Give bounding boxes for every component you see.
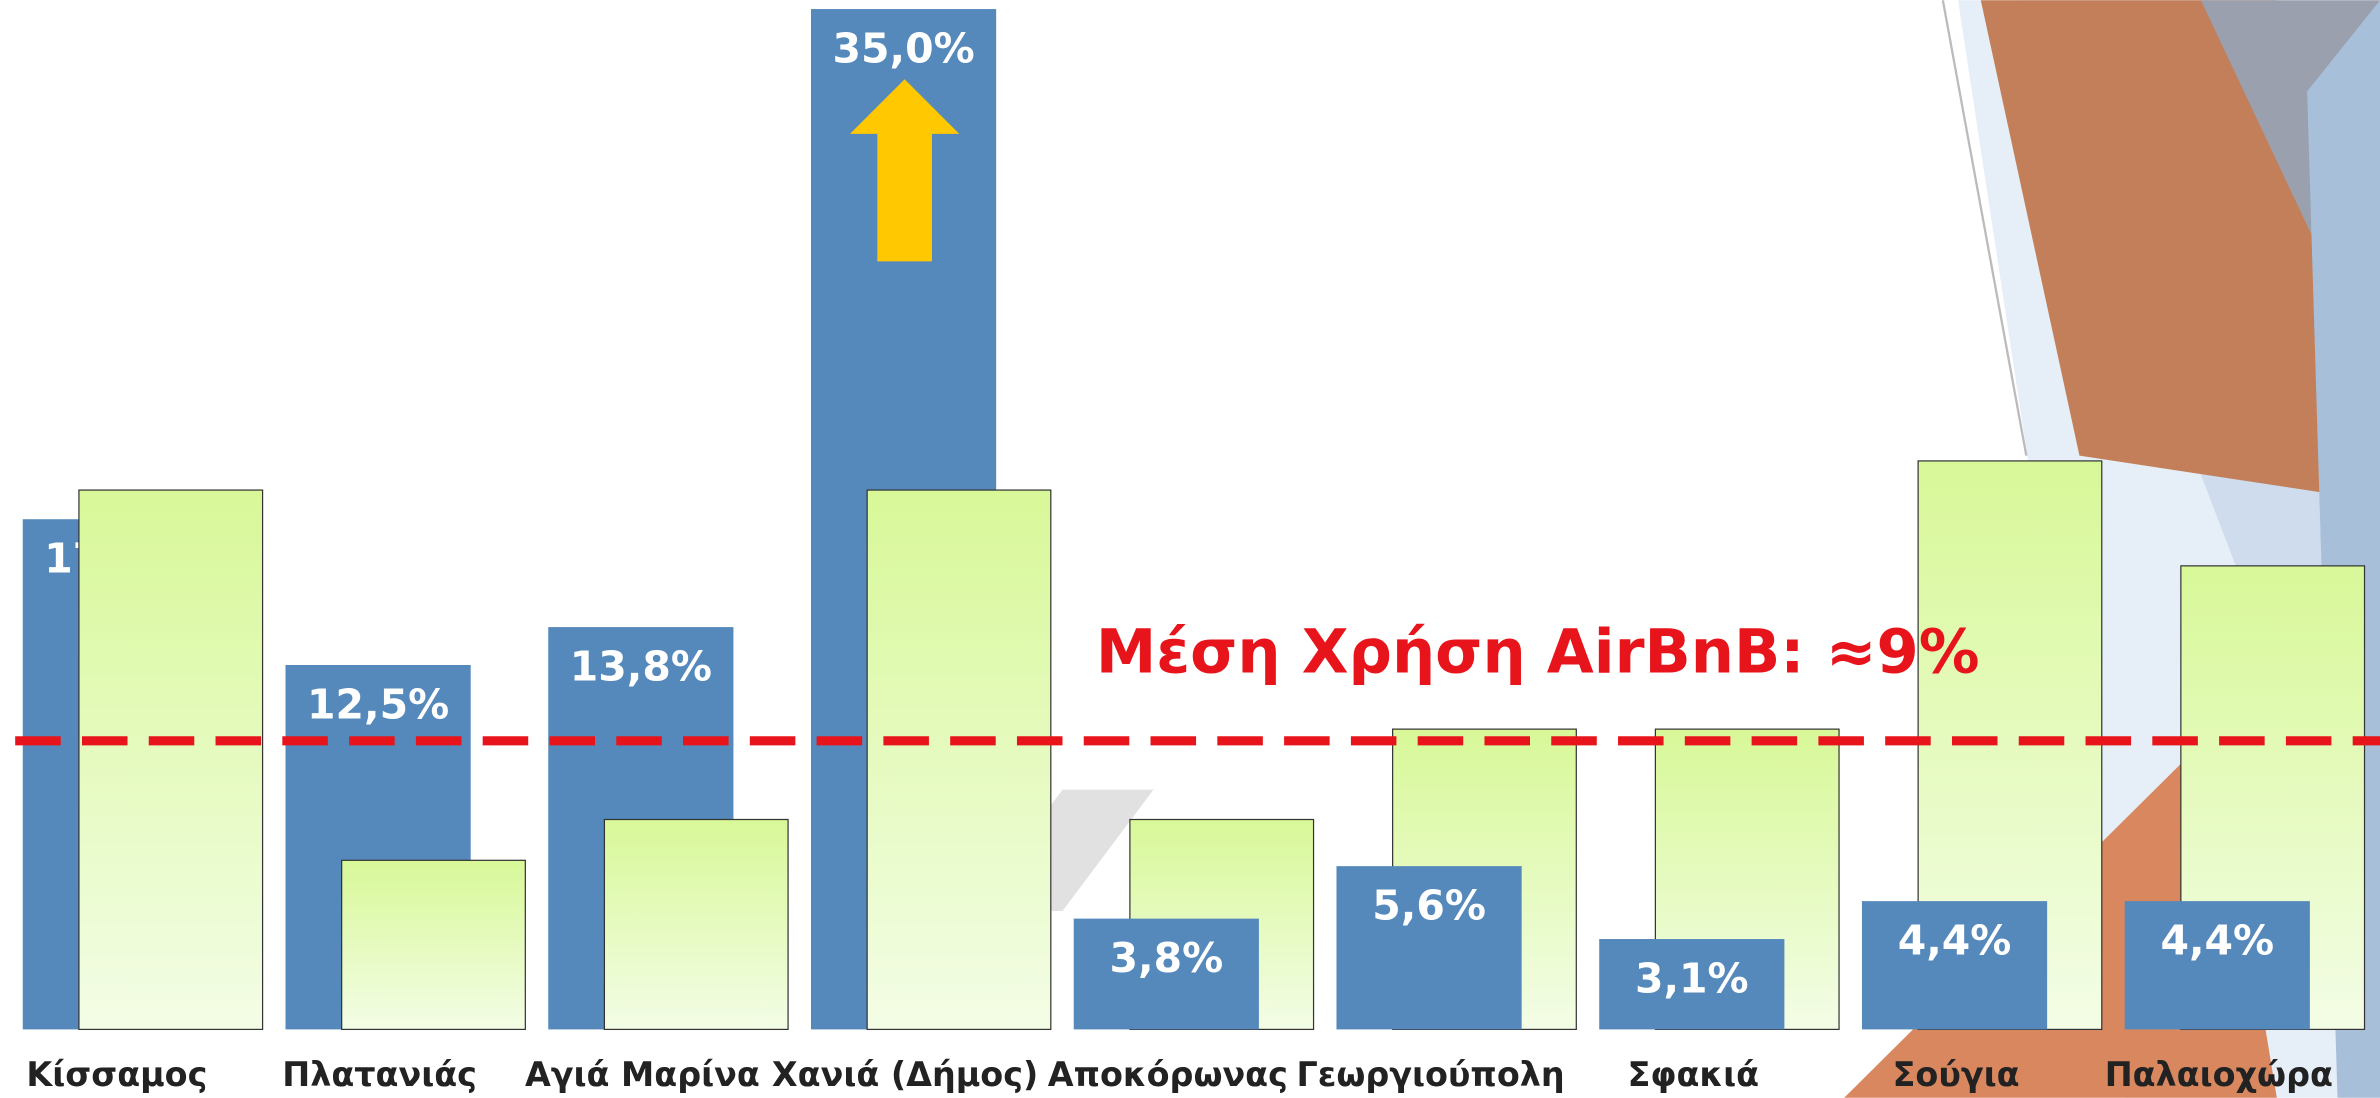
- value-label: 35,0%: [833, 25, 975, 73]
- value-label: 13,8%: [570, 643, 712, 691]
- bar: [867, 490, 1051, 1029]
- value-label: 3,1%: [1635, 955, 1749, 1003]
- bar: [342, 860, 526, 1029]
- x-tick-label: Πλατανιάς: [282, 1055, 477, 1094]
- bar: [604, 819, 788, 1029]
- value-label: 3,8%: [1110, 934, 1224, 982]
- value-label: 12,5%: [307, 680, 449, 728]
- x-tick-label: Παλαιοχώρα: [2105, 1055, 2333, 1094]
- value-label: 5,6%: [1372, 882, 1486, 930]
- x-tick-label: Αποκόρωνας: [1048, 1055, 1288, 1094]
- x-tick-label: Αγιά Μαρίνα: [525, 1055, 760, 1094]
- x-tick-label: Χανιά (Δήμος): [772, 1055, 1038, 1094]
- x-tick-label: Κίσσαμος: [26, 1055, 207, 1094]
- value-label: 4,4%: [1898, 917, 2012, 965]
- page: {"chart_data": {"type": "bar", "categori…: [0, 0, 2380, 1098]
- annotation: Μέση Χρήση AirBnB: ≈9%: [1096, 618, 1980, 688]
- x-tick-label: Σφακιά: [1628, 1055, 1759, 1094]
- x-tick-label: Σούγια: [1893, 1055, 2020, 1094]
- chart: 17,5%Κίσσαμος12,5%Πλατανιάς13,8%Αγιά Μαρ…: [0, 0, 2380, 1098]
- value-label: 4,4%: [2160, 917, 2274, 965]
- x-tick-label: Γεωργιούπολη: [1296, 1055, 1564, 1094]
- bar: [79, 490, 263, 1029]
